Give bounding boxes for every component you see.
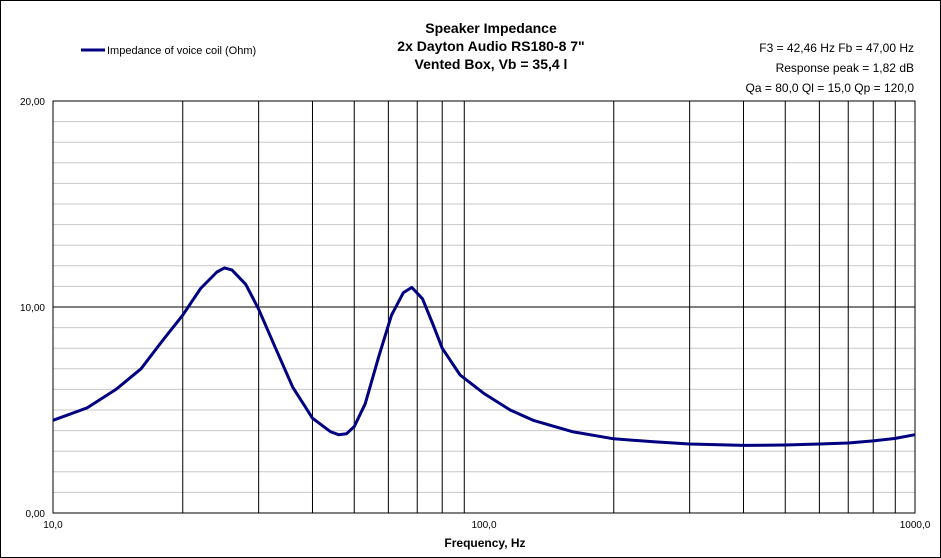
- info-box: F3 = 42,46 Hz Fb = 47,00 Hz Response pea…: [746, 41, 915, 95]
- title-line-3: Vented Box, Vb = 35,4 l: [415, 56, 568, 72]
- info-line-1: F3 = 42,46 Hz Fb = 47,00 Hz: [759, 41, 914, 55]
- chart-title: Speaker Impedance 2x Dayton Audio RS180-…: [397, 20, 584, 72]
- x-tick-label: 100,0: [471, 520, 496, 531]
- title-line-2: 2x Dayton Audio RS180-8 7": [397, 38, 584, 54]
- info-line-3: Qa = 80,0 Ql = 15,0 Qp = 120,0: [746, 81, 915, 95]
- plot-border: [52, 100, 916, 514]
- y-tick-label: 20,00: [20, 97, 45, 108]
- x-tick-label: 10,0: [43, 520, 63, 531]
- legend-label: Impedance of voice coil (Ohm): [107, 45, 256, 57]
- series-line-impedance: [52, 266, 916, 447]
- plot-area: [52, 100, 916, 514]
- info-line-2: Response peak = 1,82 dB: [776, 61, 914, 75]
- x-axis-ticks: 10,0 100,0 1000,0: [43, 520, 930, 531]
- title-line-1: Speaker Impedance: [425, 20, 557, 36]
- y-tick-label: 10,00: [20, 303, 45, 314]
- x-tick-label: 1000,0: [900, 520, 931, 531]
- y-tick-label: 0,00: [26, 509, 46, 520]
- legend: Impedance of voice coil (Ohm): [81, 45, 256, 57]
- y-axis-ticks: 0,00 10,00 20,00: [20, 97, 45, 520]
- x-axis-title: Frequency, Hz: [444, 536, 525, 550]
